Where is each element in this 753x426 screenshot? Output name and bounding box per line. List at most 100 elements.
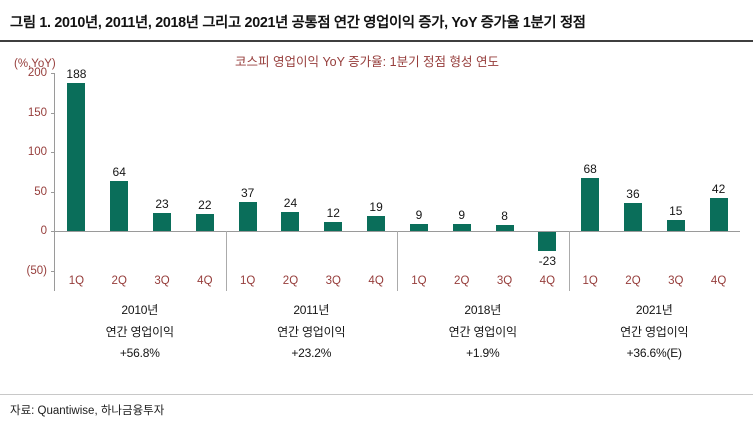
data-bar	[238, 202, 257, 232]
bar-slot: 24	[269, 73, 312, 271]
annual-profit-label-line: 2010년	[121, 303, 159, 317]
y-tick-mark	[51, 271, 55, 272]
y-axis: 200 150 100 50 0 (50)	[14, 67, 54, 277]
quarter-label: 2Q	[111, 275, 127, 287]
data-bar	[281, 212, 300, 232]
bar-group: 188 64 23 22	[55, 67, 226, 271]
y-axis-unit-label: (%,YoY)	[14, 58, 56, 70]
bar-value-label: 12	[326, 205, 340, 220]
data-bar	[666, 219, 685, 232]
quarter-label: 4Q	[368, 275, 384, 287]
quarter-label-group: 1Q 2Q 3Q 4Q	[55, 271, 226, 291]
y-tick-mark	[51, 73, 55, 74]
annual-profit-label-line: +1.9%	[466, 346, 500, 361]
bar-group: 9 9 8 -23	[398, 73, 569, 271]
y-tick-mark	[51, 152, 55, 154]
quarter-label: 2Q	[625, 275, 641, 287]
footer-divider	[0, 394, 753, 395]
bar-slot: 188	[55, 67, 98, 271]
bar-value-label: 9	[415, 208, 423, 223]
bar-slot: 36	[612, 73, 655, 271]
quarter-label-group: 1Q 2Q 3Q 4Q	[226, 271, 397, 291]
data-bar	[452, 224, 471, 232]
bar-value-label: -23	[538, 253, 557, 268]
quarter-label: 4Q	[539, 275, 556, 287]
chart-area: (%,YoY) 코스피 영업이익 YoY 증가율: 1분기 정점 형성 연도 2…	[0, 42, 753, 365]
y-tick-label: 0	[40, 225, 47, 238]
quarter-label: 3Q	[154, 275, 170, 287]
bar-groups: 188 64 23 22 37 24 12 19 9 9 8 -23 68 36 15 42	[55, 67, 740, 271]
bar-value-label: 15	[669, 203, 683, 218]
y-tick-mark	[51, 231, 55, 233]
annual-profit-label-line: 2018년	[464, 303, 502, 317]
y-tick-mark	[51, 112, 55, 114]
data-bar	[623, 202, 642, 232]
bar-slot: 64	[98, 73, 141, 271]
bar-slot: -23	[526, 73, 569, 271]
y-tick-mark	[51, 191, 55, 193]
plot-column: 188 64 23 22 37 24 12 19 9 9 8 -23 68 36 15 42 1Q 2Q 3Q 4Q…	[51, 67, 740, 365]
figure-title: 그림 1. 2010년, 2011년, 2018년 그리고 2021년 공통점 …	[0, 0, 753, 42]
bar-slot: 42	[697, 73, 740, 271]
bar-value-label: 9	[458, 208, 466, 223]
quarter-label: 1Q	[582, 275, 598, 287]
bar-slot: 68	[569, 73, 612, 271]
bar-value-label: 8	[501, 209, 508, 224]
quarter-label: 2Q	[454, 275, 470, 287]
bar-value-label: 22	[198, 197, 212, 212]
annual-profit-label-line: 연간 영업이익	[620, 324, 689, 339]
annual-profit-label-line: 2011년	[293, 303, 330, 317]
quarter-label: 3Q	[496, 275, 513, 287]
bar-value-label: 24	[283, 196, 298, 211]
chart-header: (%,YoY) 코스피 영업이익 YoY 증가율: 1분기 정점 형성 연도	[14, 51, 740, 70]
y-tick-label: 50	[34, 185, 47, 198]
bar-value-label: 64	[112, 164, 126, 179]
x-axis-quarter-labels: 1Q 2Q 3Q 4Q 1Q 2Q 3Q 4Q 1Q 2Q 3Q 4Q 1Q 2Q 3Q 4Q	[54, 271, 740, 291]
bar-slot: 22	[183, 73, 226, 271]
bar-value-label: 188	[66, 66, 87, 81]
bar-slot: 23	[141, 73, 184, 271]
bar-value-label: 37	[240, 186, 255, 201]
bar-slot: 19	[355, 73, 398, 271]
annual-profit-label-line: +56.8%	[119, 346, 160, 361]
quarter-label: 4Q	[197, 275, 213, 287]
annual-profit-label-line: 연간 영업이익	[448, 324, 517, 339]
data-bar	[367, 216, 386, 232]
source-note: 자료: Quantiwise, 하나금융투자	[10, 405, 165, 417]
bar-slot: 9	[440, 73, 483, 271]
group-separator-line	[225, 231, 227, 291]
y-tick-label: 150	[27, 106, 47, 119]
data-bar	[581, 177, 600, 232]
data-bar	[538, 232, 557, 251]
quarter-label: 3Q	[325, 275, 341, 287]
bar-value-label: 42	[711, 182, 726, 197]
annual-profit-label-line: +36.6%(E)	[626, 346, 682, 361]
bar-value-label: 19	[369, 200, 383, 215]
annual-profit-label: 2021년 연간 영업이익 +36.6%(E)	[569, 300, 741, 365]
y-tick-label: (50)	[26, 265, 47, 277]
quarter-label-group: 1Q 2Q 3Q 4Q	[398, 271, 569, 291]
group-separator-line	[568, 231, 570, 291]
quarter-label: 1Q	[68, 275, 85, 287]
y-tick-label: 100	[27, 146, 47, 159]
data-bar	[67, 82, 86, 232]
quarter-label: 4Q	[710, 275, 727, 287]
data-bar	[195, 213, 214, 232]
bar-slot: 8	[483, 73, 526, 271]
bar-group: 37 24 12 19	[226, 73, 397, 271]
bar-value-label: 36	[626, 186, 640, 201]
group-separator-line	[397, 231, 398, 291]
bar-group: 68 36 15 42	[569, 73, 740, 271]
quarter-label: 1Q	[411, 275, 427, 287]
annual-profit-label-line: 연간 영업이익	[105, 324, 174, 339]
annual-profit-label-line: 연간 영업이익	[277, 324, 346, 339]
bar-value-label: 68	[583, 161, 597, 176]
bar-slot: 15	[654, 73, 697, 271]
annual-profit-label-line: +23.2%	[291, 346, 332, 361]
y-tick-label: 200	[27, 67, 47, 79]
